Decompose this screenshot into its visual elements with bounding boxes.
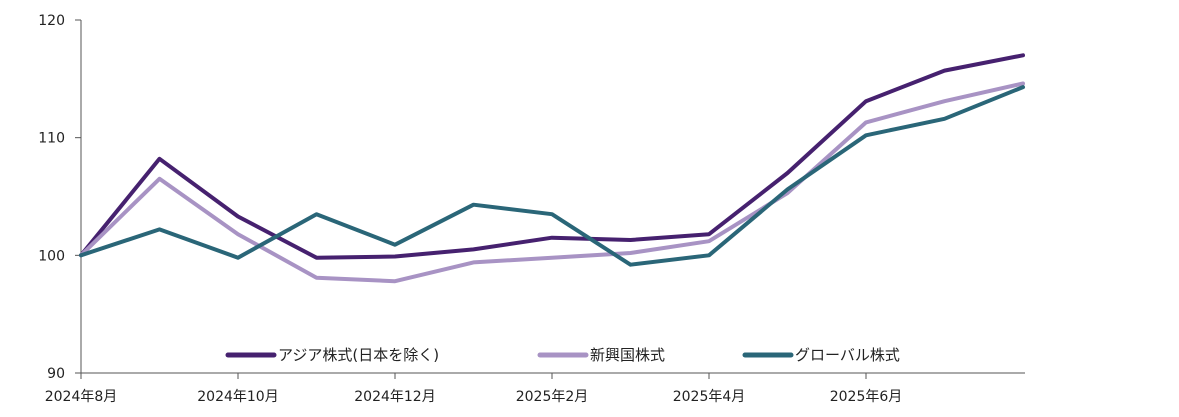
y-tick-label: 100 <box>38 248 65 264</box>
y-tick-label: 110 <box>38 131 65 147</box>
series-line-1 <box>79 53 1025 260</box>
y-ticks: 90 100 110 120 <box>38 13 81 382</box>
legend-label: 新興国株式 <box>590 346 665 364</box>
series-line-3 <box>79 85 1025 267</box>
x-tick-label: 2025年2月 <box>516 389 589 405</box>
x-tick-label: 2025年4月 <box>673 389 746 405</box>
legend-label: アジア株式(日本を除く) <box>278 346 439 364</box>
series-line-2 <box>79 81 1025 284</box>
y-tick-label: 90 <box>47 366 65 382</box>
series-lines <box>79 53 1025 284</box>
legend: アジア株式(日本を除く) 新興国株式 グローバル株式 <box>225 346 900 364</box>
x-tick-label: 2024年10月 <box>197 389 278 405</box>
x-tick-label: 2024年12月 <box>354 389 435 405</box>
x-tick-label: 2024年8月 <box>45 389 118 405</box>
x-ticks: 2024年8月 2024年10月 2024年12月 2025年2月 2025年4月 202… <box>45 373 903 405</box>
x-tick-label: 2025年6月 <box>830 389 903 405</box>
y-tick-label: 120 <box>38 13 65 29</box>
legend-label: グローバル株式 <box>795 346 900 364</box>
